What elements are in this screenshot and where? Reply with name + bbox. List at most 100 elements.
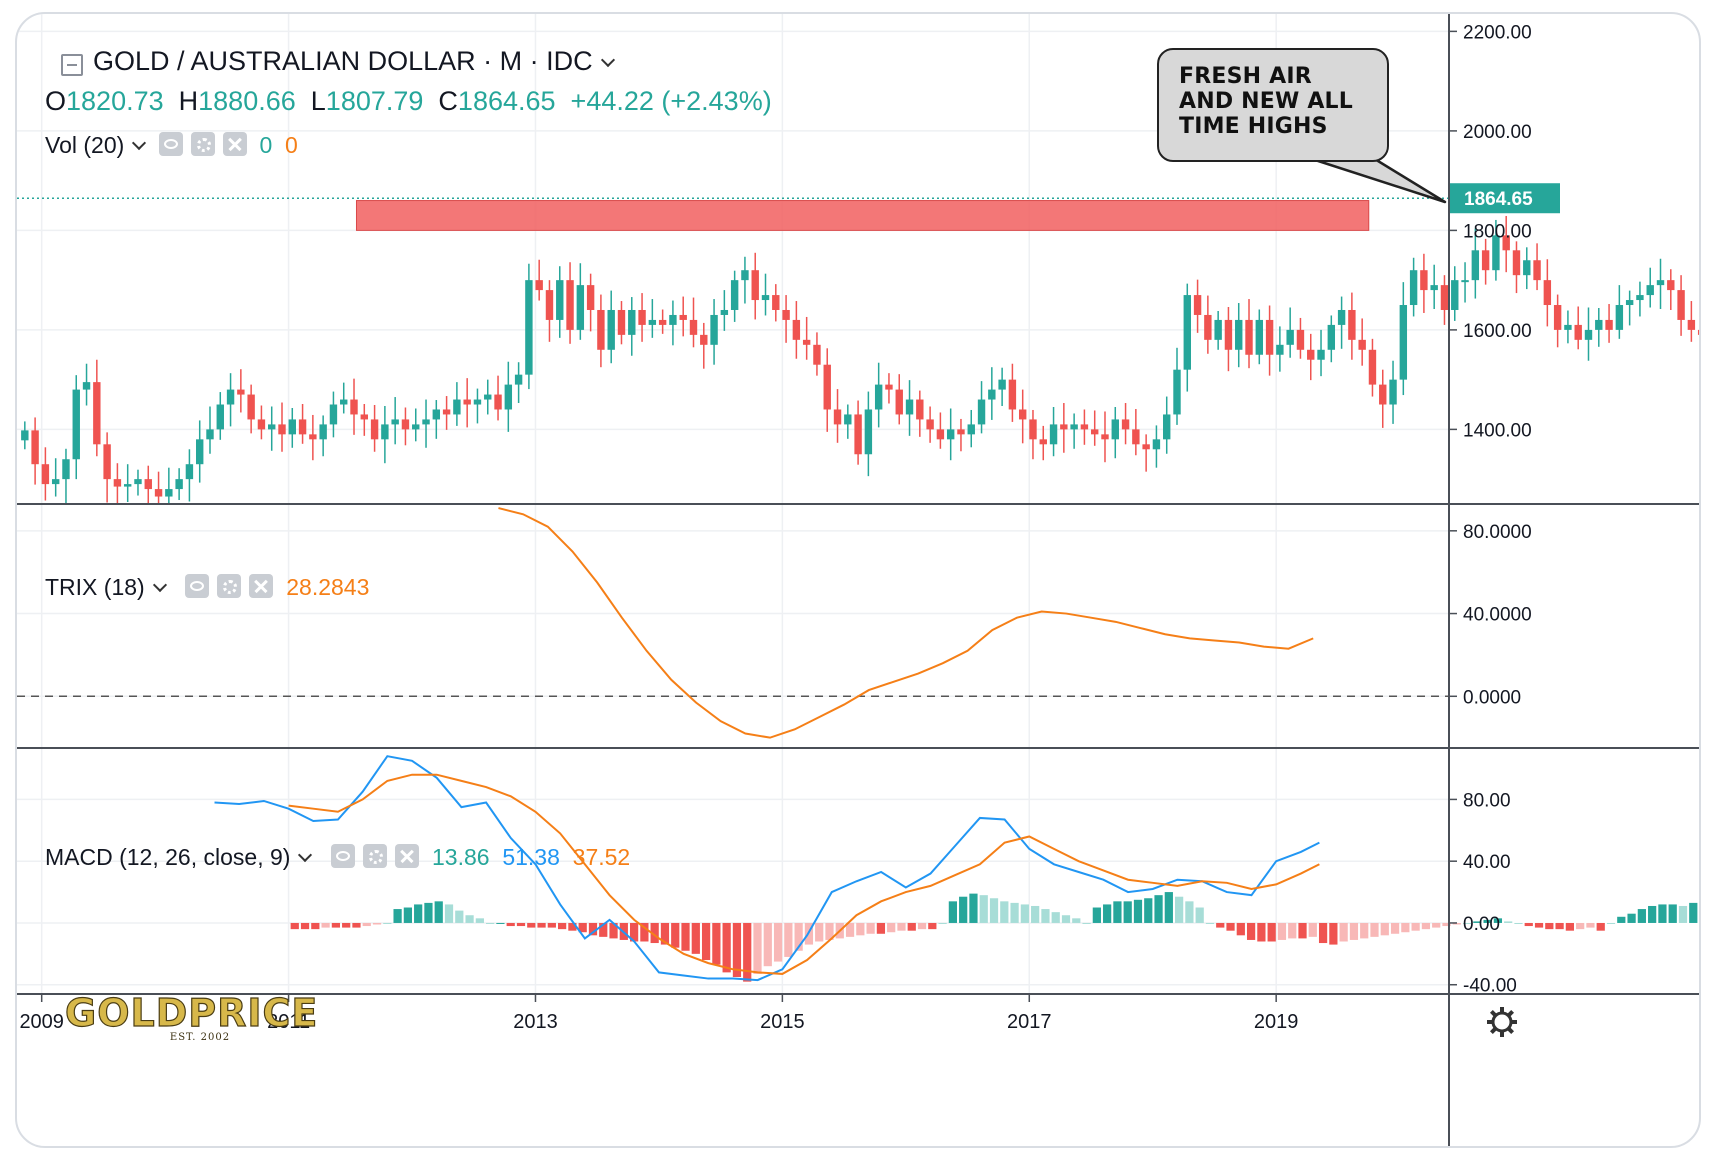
candle (412, 408, 420, 442)
chevron-down-icon[interactable] (152, 577, 167, 593)
candle-body (412, 424, 420, 430)
candle (1286, 307, 1294, 358)
vol-legend[interactable]: Vol (20) 0 0 (45, 131, 298, 159)
histogram-bar (712, 922, 721, 965)
trix-line (498, 507, 1314, 739)
eye-icon[interactable] (331, 843, 356, 868)
histogram-bar (1298, 922, 1307, 939)
gear-icon[interactable] (363, 843, 388, 868)
chevron-down-icon[interactable] (298, 847, 313, 863)
candle (1409, 257, 1418, 317)
candle-body (1481, 250, 1490, 271)
low-label: L (310, 86, 326, 116)
macd-value: 51.38 (502, 844, 560, 870)
close-icon[interactable] (249, 573, 274, 598)
vol-label[interactable]: Vol (20) (45, 132, 125, 158)
main-legend-title[interactable]: GOLD / AUSTRALIAN DOLLAR · M · IDC (93, 46, 615, 77)
logo-main-text: GOLDPRICE (64, 991, 319, 1035)
candle (833, 389, 842, 443)
histogram-bar (681, 922, 690, 951)
candle (216, 392, 224, 440)
change-value: +44.22 (+2.43%) (570, 86, 772, 116)
chart-canvas[interactable]: 1864.65 1400.00 1600.00 1800.00 2000.00 2200.… (17, 14, 1701, 1148)
candle (1368, 338, 1377, 397)
candle (1265, 305, 1274, 376)
candle (689, 297, 698, 348)
candle (1296, 317, 1305, 359)
histogram-bar (1452, 922, 1461, 925)
vol-value-b: 0 (285, 132, 298, 158)
candle-body (1492, 235, 1500, 271)
histogram-bar (1627, 913, 1636, 923)
candle (1317, 329, 1325, 377)
histogram-bar (1534, 922, 1544, 928)
gear-icon[interactable] (1487, 1007, 1517, 1037)
histogram-bar (1524, 922, 1533, 927)
histogram-bar (475, 918, 484, 923)
histogram-bar (701, 922, 711, 961)
candle-body (226, 389, 235, 405)
high-label: H (178, 86, 199, 116)
histogram-bar (290, 922, 299, 930)
candle (844, 404, 852, 439)
candle-body (813, 344, 821, 365)
candle (309, 414, 317, 461)
candle (1049, 406, 1058, 457)
histogram-bar (352, 922, 361, 928)
macd-label[interactable]: MACD (12, 26, close, 9) (45, 844, 291, 870)
candle-body (391, 419, 399, 425)
candle-body (844, 414, 852, 425)
y-tick-label: 1600.00 (1463, 321, 1532, 342)
candle-body (504, 384, 513, 410)
trix-label[interactable]: TRIX (18) (45, 574, 145, 600)
candle-body (1677, 290, 1685, 320)
candle (977, 381, 986, 434)
candle-body (638, 309, 646, 325)
candle-body (1461, 280, 1469, 283)
close-icon[interactable] (222, 131, 247, 156)
candle-body (710, 314, 718, 345)
candle-body (792, 319, 801, 340)
close-label: C (438, 86, 458, 116)
histogram-bar (650, 922, 659, 944)
gear-icon[interactable] (217, 573, 242, 598)
candle-body (340, 399, 348, 405)
eye-icon[interactable] (158, 131, 183, 156)
y-tick-label: 0.00 (1463, 914, 1500, 935)
candle-body (1307, 349, 1315, 360)
candle (288, 407, 296, 448)
histogram-bar (1360, 922, 1369, 939)
histogram-bar (660, 922, 670, 945)
candle-body (21, 430, 29, 441)
candle (1625, 290, 1634, 326)
histogram-bar (1318, 922, 1328, 944)
chevron-down-icon[interactable] (600, 52, 615, 68)
candle (864, 391, 873, 477)
candle (1173, 347, 1181, 425)
candle-body (1132, 429, 1140, 445)
chevron-down-icon[interactable] (132, 135, 147, 151)
close-icon[interactable] (395, 843, 420, 868)
candle-body (1667, 280, 1675, 291)
macd-legend[interactable]: MACD (12, 26, close, 9) 13.86 51.38 37.5… (45, 843, 630, 871)
candle (1070, 413, 1078, 449)
gear-icon[interactable] (190, 131, 215, 156)
candle-body (1399, 305, 1408, 380)
candle-body (1420, 270, 1428, 291)
x-tick-label: 2017 (1007, 1011, 1052, 1033)
candle-body (720, 309, 729, 315)
candle-body (741, 270, 749, 281)
symbol-title[interactable]: GOLD / AUSTRALIAN DOLLAR · M · IDC (93, 46, 593, 76)
candle (1461, 262, 1469, 303)
candle (1132, 408, 1140, 456)
trix-legend[interactable]: TRIX (18) 28.2843 (45, 573, 369, 601)
candle (247, 384, 255, 434)
eye-icon[interactable] (185, 573, 210, 598)
candle-body (1286, 329, 1294, 345)
candle-body (144, 479, 152, 490)
candle (926, 406, 934, 443)
candle (134, 469, 142, 496)
candle (1245, 299, 1253, 369)
candle (1204, 295, 1212, 354)
collapse-icon[interactable] (61, 54, 83, 76)
